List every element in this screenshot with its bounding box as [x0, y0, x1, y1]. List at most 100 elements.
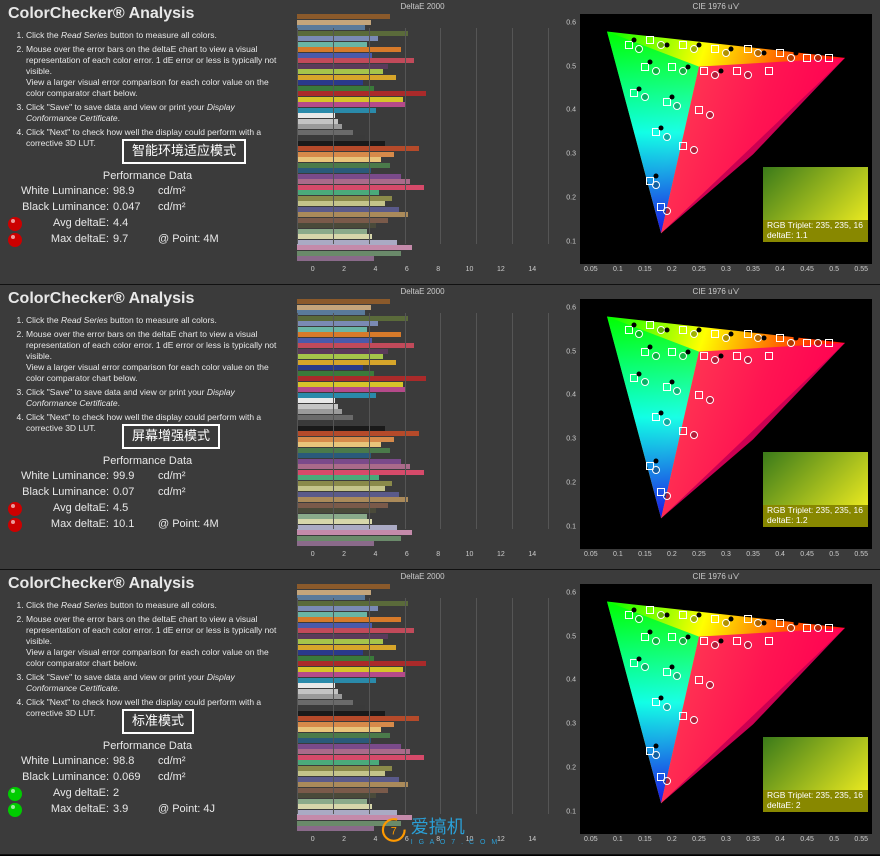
cie-marker-dot[interactable]: [669, 380, 674, 385]
deltae-bar[interactable]: [297, 448, 548, 453]
deltae-bar[interactable]: [297, 371, 548, 376]
deltae-bar[interactable]: [297, 689, 548, 694]
deltae-bar[interactable]: [297, 639, 548, 644]
deltae-bar[interactable]: [297, 601, 548, 606]
deltae-bar[interactable]: [297, 536, 548, 541]
deltae-bar[interactable]: [297, 256, 548, 261]
deltae-bar[interactable]: [297, 196, 548, 201]
deltae-bar[interactable]: [297, 727, 548, 732]
deltae-bar[interactable]: [297, 234, 548, 239]
cie-marker-square[interactable]: [733, 67, 741, 75]
deltae-bar[interactable]: [297, 168, 548, 173]
deltae-bar[interactable]: [297, 157, 548, 162]
cie-marker-circle[interactable]: [744, 71, 752, 79]
cie-marker-circle[interactable]: [814, 54, 822, 62]
deltae-bar[interactable]: [297, 755, 548, 760]
deltae-bar[interactable]: [297, 694, 548, 699]
deltae-bar[interactable]: [297, 327, 548, 332]
deltae-bar[interactable]: [297, 321, 548, 326]
cie-marker-circle[interactable]: [663, 133, 671, 141]
cie-marker-dot[interactable]: [794, 621, 799, 626]
cie-marker-square[interactable]: [803, 339, 811, 347]
deltae-bar[interactable]: [297, 420, 548, 425]
cie-marker-dot[interactable]: [761, 51, 766, 56]
cie-marker-square[interactable]: [744, 45, 752, 53]
cie-marker-square[interactable]: [668, 63, 676, 71]
deltae-bar[interactable]: [297, 64, 548, 69]
cie-marker-dot[interactable]: [686, 349, 691, 354]
deltae-bar[interactable]: [297, 766, 548, 771]
cie-marker-circle[interactable]: [663, 703, 671, 711]
cie-marker-square[interactable]: [765, 67, 773, 75]
deltae-bar[interactable]: [297, 470, 548, 475]
cie-marker-dot[interactable]: [648, 60, 653, 65]
deltae-bar[interactable]: [297, 229, 548, 234]
cie-marker-dot[interactable]: [653, 459, 658, 464]
deltae-bar[interactable]: [297, 595, 548, 600]
deltae-bar[interactable]: [297, 744, 548, 749]
deltae-bar[interactable]: [297, 354, 548, 359]
deltae-bar[interactable]: [297, 782, 548, 787]
deltae-bar[interactable]: [297, 207, 548, 212]
cie-marker-square[interactable]: [646, 36, 654, 44]
cie-marker-circle[interactable]: [652, 466, 660, 474]
deltae-bar[interactable]: [297, 733, 548, 738]
cie-marker-circle[interactable]: [673, 102, 681, 110]
deltae-bar[interactable]: [297, 185, 548, 190]
deltae-bar[interactable]: [297, 464, 548, 469]
deltae-bar[interactable]: [297, 365, 548, 370]
cie-marker-square[interactable]: [711, 615, 719, 623]
cie-marker-dot[interactable]: [686, 634, 691, 639]
cie-marker-circle[interactable]: [690, 146, 698, 154]
cie-marker-dot[interactable]: [686, 64, 691, 69]
deltae-bar[interactable]: [297, 678, 548, 683]
deltae-bar[interactable]: [297, 475, 548, 480]
cie-marker-dot[interactable]: [648, 630, 653, 635]
deltae-bar[interactable]: [297, 453, 548, 458]
cie-marker-square[interactable]: [733, 637, 741, 645]
cie-marker-circle[interactable]: [663, 492, 671, 500]
deltae-bar[interactable]: [297, 146, 548, 151]
deltae-bar[interactable]: [297, 722, 548, 727]
cie-marker-square[interactable]: [803, 624, 811, 632]
deltae-bar[interactable]: [297, 332, 548, 337]
deltae-bar[interactable]: [297, 486, 548, 491]
cie-plot-area[interactable]: RGB Triplet: 235, 235, 16deltaE: 2: [580, 584, 872, 834]
deltae-bar[interactable]: [297, 91, 548, 96]
deltae-bar[interactable]: [297, 245, 548, 250]
deltae-bar[interactable]: [297, 20, 548, 25]
deltae-bar[interactable]: [297, 481, 548, 486]
deltae-bar[interactable]: [297, 683, 548, 688]
deltae-bar[interactable]: [297, 404, 548, 409]
deltae-bar[interactable]: [297, 201, 548, 206]
deltae-bar[interactable]: [297, 431, 548, 436]
cie-marker-square[interactable]: [765, 637, 773, 645]
deltae-bar[interactable]: [297, 240, 548, 245]
deltae-bar[interactable]: [297, 705, 548, 710]
cie-marker-square[interactable]: [695, 676, 703, 684]
deltae-bar[interactable]: [297, 174, 548, 179]
cie-marker-circle[interactable]: [641, 378, 649, 386]
deltae-bar[interactable]: [297, 102, 548, 107]
cie-marker-square[interactable]: [825, 339, 833, 347]
cie-marker-square[interactable]: [679, 142, 687, 150]
cie-marker-dot[interactable]: [653, 744, 658, 749]
deltae-bar[interactable]: [297, 541, 548, 546]
cie-marker-dot[interactable]: [632, 323, 637, 328]
deltae-bar[interactable]: [297, 36, 548, 41]
cie-marker-square[interactable]: [679, 611, 687, 619]
cie-marker-circle[interactable]: [744, 641, 752, 649]
deltae-bar[interactable]: [297, 31, 548, 36]
deltae-bar[interactable]: [297, 606, 548, 611]
cie-marker-dot[interactable]: [664, 612, 669, 617]
deltae-bar[interactable]: [297, 799, 548, 804]
deltae-bar[interactable]: [297, 793, 548, 798]
deltae-bar[interactable]: [297, 223, 548, 228]
cie-marker-dot[interactable]: [632, 608, 637, 613]
deltae-bar[interactable]: [297, 584, 548, 589]
deltae-bar[interactable]: [297, 97, 548, 102]
deltae-bar[interactable]: [297, 25, 548, 30]
deltae-bar[interactable]: [297, 14, 548, 19]
cie-marker-dot[interactable]: [669, 95, 674, 100]
cie-marker-dot[interactable]: [729, 617, 734, 622]
